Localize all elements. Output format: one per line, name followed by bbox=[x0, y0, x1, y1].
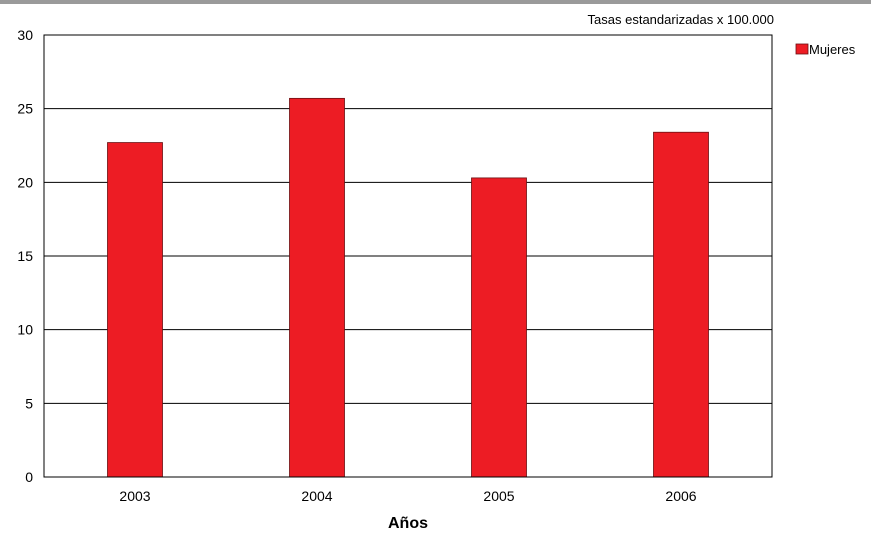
y-tick-label: 15 bbox=[17, 248, 33, 264]
y-tick-label: 25 bbox=[17, 101, 33, 117]
y-tick-label: 0 bbox=[25, 469, 33, 485]
x-tick-label: 2003 bbox=[119, 488, 150, 504]
x-tick-label: 2004 bbox=[301, 488, 332, 504]
y-tick-label: 30 bbox=[17, 27, 33, 43]
bar-2005 bbox=[471, 177, 527, 478]
y-tick-label: 5 bbox=[25, 395, 33, 411]
bar-2004 bbox=[289, 97, 345, 478]
y-tick-label: 10 bbox=[17, 322, 33, 338]
y-tick-labels: 0 5 10 15 20 25 30 bbox=[17, 27, 33, 485]
legend: Mujeres bbox=[795, 42, 856, 57]
y-tick-label: 20 bbox=[17, 174, 33, 190]
legend-swatch bbox=[795, 43, 809, 55]
bar-2006 bbox=[653, 131, 709, 478]
x-tick-label: 2005 bbox=[483, 488, 514, 504]
legend-label: Mujeres bbox=[809, 42, 856, 57]
x-tick-label: 2006 bbox=[665, 488, 696, 504]
top-rule bbox=[0, 0, 871, 4]
bar-2003 bbox=[107, 142, 163, 478]
x-axis-label: Años bbox=[388, 515, 428, 532]
x-tick-labels: 2003 2004 2005 2006 bbox=[119, 488, 696, 504]
plot-frame bbox=[43, 34, 773, 478]
chart-subtitle: Tasas estandarizadas x 100.000 bbox=[588, 12, 774, 27]
bars bbox=[107, 97, 709, 478]
